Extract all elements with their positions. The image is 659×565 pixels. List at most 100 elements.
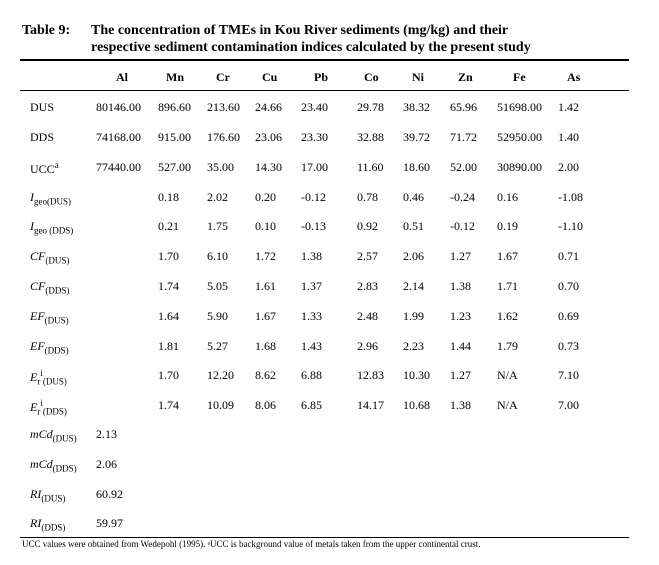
table-cell: 39.72 [403,130,430,144]
table-cell: 14.30 [255,160,282,174]
table-cell: 2.13 [96,427,117,441]
table-cell: 74168.00 [96,130,141,144]
table-cell: 23.30 [301,130,328,144]
table-cell: -0.12 [301,190,326,204]
table-cell: 2.96 [357,339,378,353]
table-cell: 35.00 [207,160,234,174]
row-label-mcd-dds: mCd(DDS) [30,457,77,474]
col-header-fe: Fe [513,70,526,84]
table-cell: -1.10 [558,219,583,233]
col-header-mn: Mn [166,70,184,84]
table-cell: 1.99 [403,309,424,323]
table-cell: 0.92 [357,219,378,233]
table-cell: 896.60 [158,100,191,114]
table-cell: 0.18 [158,190,179,204]
table-cell: 1.38 [450,279,471,293]
table-cell: -0.24 [450,190,475,204]
table-cell: 1.70 [158,368,179,382]
row-label-ef-dus: EF(DUS) [30,309,69,326]
table-cell: 1.81 [158,339,179,353]
table-cell: 1.33 [301,309,322,323]
table-cell: 1.42 [558,100,579,114]
table-cell: 6.10 [207,249,228,263]
table-cell: 0.10 [255,219,276,233]
table-cell: 30890.00 [497,160,542,174]
table-cell: 60.92 [96,487,123,501]
row-label-ef-dds: EF(DDS) [30,339,69,356]
table-cell: 0.21 [158,219,179,233]
col-header-zn: Zn [458,70,473,84]
table-cell: 2.14 [403,279,424,293]
table-cell: 10.68 [403,398,430,412]
table-cell: 51698.00 [497,100,542,114]
table-cell: 80146.00 [96,100,141,114]
row-label-eri-dus: Eri(DUS) [30,368,67,387]
col-header-al: Al [116,70,128,84]
table-cell: 1.71 [497,279,518,293]
bottom-rule [20,537,629,538]
table-cell: 2.02 [207,190,228,204]
table-cell: 6.88 [301,368,322,382]
table-cell: 29.78 [357,100,384,114]
table-cell: 0.69 [558,309,579,323]
table-cell: 1.64 [158,309,179,323]
table-cell: 59.97 [96,516,123,530]
table-cell: 2.83 [357,279,378,293]
table-cell: 1.74 [158,398,179,412]
table-cell: 38.32 [403,100,430,114]
table-cell: 0.73 [558,339,579,353]
table-cell: 32.88 [357,130,384,144]
row-label-igeo-dus: Igeo(DUS) [30,190,71,207]
table-cell: 5.05 [207,279,228,293]
table-cell: 2.00 [558,160,579,174]
table-cell: 17.00 [301,160,328,174]
table-cell: 1.40 [558,130,579,144]
title-line-1: The concentration of TMEs in Kou River s… [91,23,509,38]
row-label-ri-dds: RI(DDS) [30,516,66,533]
row-label-dus: DUS [30,100,55,114]
table-cell: 23.06 [255,130,282,144]
table-cell: 1.61 [255,279,276,293]
table-cell: 12.83 [357,368,384,382]
table-cell: 915.00 [158,130,191,144]
table-cell: 0.71 [558,249,579,263]
row-label-ucc: UCCa [30,160,59,176]
row-label-cf-dus: CF(DUS) [30,249,70,266]
table-cell: 1.79 [497,339,518,353]
table-cell: 18.60 [403,160,430,174]
row-label-mcd-dus: mCd(DUS) [30,427,77,444]
table-cell: 1.74 [158,279,179,293]
table-cell: 12.20 [207,368,234,382]
col-header-ni: Ni [412,70,424,84]
table-cell: 0.78 [357,190,378,204]
table-cell: 2.06 [403,249,424,263]
table-cell: 1.27 [450,249,471,263]
col-header-cu: Cu [262,70,278,84]
table-cell: 1.67 [255,309,276,323]
table-cell: 10.09 [207,398,234,412]
table-cell: 1.62 [497,309,518,323]
table-cell: 1.37 [301,279,322,293]
title-line-2: respective sediment contamination indice… [91,40,531,55]
table-cell: 0.20 [255,190,276,204]
table-cell: 1.38 [450,398,471,412]
table-cell: 10.30 [403,368,430,382]
table-cell: 176.60 [207,130,240,144]
table-cell: 14.17 [357,398,384,412]
table-cell: 1.43 [301,339,322,353]
table-cell: N/A [497,398,518,412]
table-cell: 24.66 [255,100,282,114]
header-rule [20,90,629,91]
table-cell: 1.68 [255,339,276,353]
table-cell: 1.44 [450,339,471,353]
table-cell: 1.70 [158,249,179,263]
table-footnote: UCC values were obtained from Wedepohl (… [22,539,481,549]
table-cell: 0.70 [558,279,579,293]
table-cell: 2.23 [403,339,424,353]
row-label-eri-dds: Eri(DDS) [30,398,67,417]
table-cell: 5.90 [207,309,228,323]
row-label-dds: DDS [30,130,55,144]
table-cell: 1.27 [450,368,471,382]
table-cell: 71.72 [450,130,477,144]
row-label-cf-dds: CF(DDS) [30,279,70,296]
